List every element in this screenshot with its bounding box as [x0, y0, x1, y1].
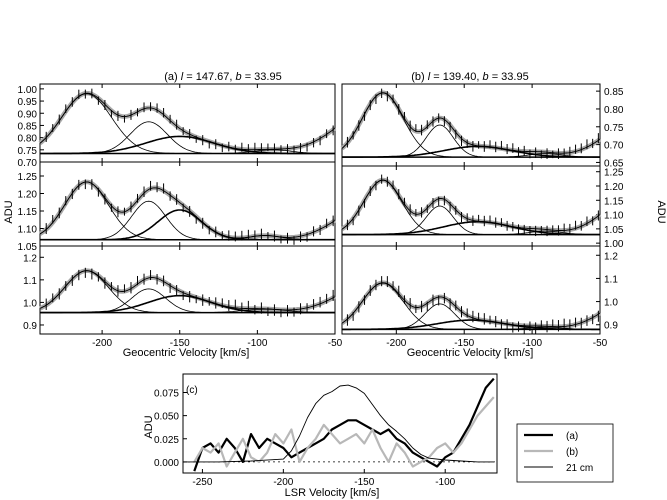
- x-tick-label-a-row3: -100: [247, 338, 267, 349]
- series-line-b: [193, 396, 495, 468]
- x-axis-label-c: LSR Velocity [km/s]: [285, 487, 380, 499]
- y-tick-label-c: 0.050: [154, 412, 179, 423]
- x-tick-label-b-row3: -50: [593, 338, 608, 349]
- y-tick-label-b-row1: 0.65: [604, 158, 624, 169]
- x-tick-label-a-row3: -50: [328, 338, 343, 349]
- y-tick-label-a-row3: 1.0: [23, 298, 37, 309]
- panel-b-title: (b) l = 139.40, b = 33.95: [411, 71, 528, 83]
- model-total-core-b-row2: [341, 179, 601, 231]
- y-tick-label-c: 0.075: [154, 389, 179, 400]
- legend-label-1: (b): [566, 447, 578, 458]
- x-tick-label-c: -200: [273, 477, 293, 488]
- panel-frame-a-row3: [39, 245, 336, 335]
- y-tick-label-a-row3: 1.1: [23, 276, 37, 287]
- panel-a-title: (a) l = 147.67, b = 33.95: [164, 71, 281, 83]
- y-tick-label-b-row3: 1.1: [604, 274, 618, 285]
- model-total-a-row1: [38, 90, 337, 152]
- y-tick-label-a-row1: 0.70: [18, 158, 38, 169]
- y-tick-label-a-row2: 1.10: [18, 225, 38, 236]
- component-0-a-row3: [39, 270, 335, 313]
- y-tick-label-a-row3: 1.2: [23, 253, 37, 264]
- component-0-b-row1: [341, 92, 600, 158]
- panel-c-tag: (c): [186, 385, 198, 396]
- model-total-core-b-row3: [341, 282, 601, 328]
- x-tick-label-c: -250: [192, 477, 212, 488]
- model-total-a-row3: [39, 268, 337, 313]
- panel-frame-c: [182, 373, 498, 474]
- y-tick-label-c: 0.025: [154, 435, 179, 446]
- y-tick-label-b-row1: 0.70: [604, 141, 624, 152]
- legend-label-2: 21 cm: [566, 463, 593, 474]
- y-tick-label-b-row2: 1.25: [604, 168, 624, 179]
- y-axis-label-c: ADU: [143, 415, 155, 438]
- y-axis-label-left: ADU: [3, 200, 15, 223]
- y-tick-label-a-row3: 0.9: [23, 321, 37, 332]
- y-tick-label-a-row1: 0.85: [18, 121, 38, 132]
- y-tick-label-c: 0.000: [154, 458, 179, 469]
- model-total-a-row2: [38, 179, 337, 241]
- legend-frame: [516, 423, 614, 483]
- y-tick-label-b-row2: 1.15: [604, 196, 624, 207]
- y-tick-label-b-row1: 0.85: [604, 87, 624, 98]
- y-tick-label-a-row1: 0.75: [18, 146, 38, 157]
- series-line-a: [193, 377, 495, 472]
- y-tick-label-a-row1: 1.00: [18, 85, 38, 96]
- component-0-b-row3: [341, 282, 600, 330]
- y-tick-label-b-row2: 1.05: [604, 225, 624, 236]
- y-tick-label-b-row2: 1.10: [604, 211, 624, 222]
- x-tick-label-b-row3: -150: [454, 338, 474, 349]
- y-tick-label-b-row1: 0.75: [604, 123, 624, 134]
- x-tick-label-c: -100: [435, 477, 455, 488]
- y-tick-label-a-row2: 1.05: [18, 242, 38, 253]
- y-tick-label-b-row2: 1.00: [604, 239, 624, 250]
- x-tick-label-b-row3: -200: [386, 338, 406, 349]
- x-axis-label-b: Geocentric Velocity [km/s]: [407, 347, 534, 359]
- component-0-b-row2: [341, 179, 600, 235]
- model-total-core-b-row1: [341, 92, 601, 154]
- model-total-b-row2: [340, 177, 602, 233]
- y-tick-label-a-row1: 0.80: [18, 134, 38, 145]
- model-total-core-a-row1: [39, 92, 336, 151]
- y-tick-label-a-row1: 0.95: [18, 97, 38, 108]
- y-tick-label-b-row3: 1.2: [604, 251, 618, 262]
- y-tick-label-a-row2: 1.15: [18, 207, 38, 218]
- x-tick-label-a-row3: -200: [92, 338, 112, 349]
- y-tick-label-a-row2: 1.25: [18, 172, 38, 183]
- y-tick-label-b-row1: 0.80: [604, 105, 624, 116]
- chart-legend: (a) (b) 21 cm: [516, 423, 614, 483]
- y-tick-label-b-row3: 1.0: [604, 298, 618, 309]
- x-tick-label-a-row3: -150: [170, 338, 190, 349]
- component-0-a-row1: [39, 93, 335, 154]
- model-total-core-a-row3: [39, 270, 336, 311]
- x-tick-label-c: -150: [354, 477, 374, 488]
- x-tick-label-b-row3: -100: [522, 338, 542, 349]
- legend-label-0: (a): [566, 431, 578, 442]
- series-line-21cm: [183, 384, 494, 463]
- y-axis-label-right: ADU: [655, 200, 667, 223]
- panel-frame-b-row3: [341, 245, 601, 335]
- y-tick-label-b-row3: 0.9: [604, 321, 618, 332]
- x-axis-label-a: Geocentric Velocity [km/s]: [123, 347, 250, 359]
- plot-layer: 0.700.750.800.850.900.951.001.051.101.15…: [18, 83, 624, 488]
- y-tick-label-a-row2: 1.20: [18, 190, 38, 201]
- panel-frame-a-row2: [39, 161, 336, 247]
- y-tick-label-a-row1: 0.90: [18, 109, 38, 120]
- y-tick-label-b-row2: 1.20: [604, 182, 624, 193]
